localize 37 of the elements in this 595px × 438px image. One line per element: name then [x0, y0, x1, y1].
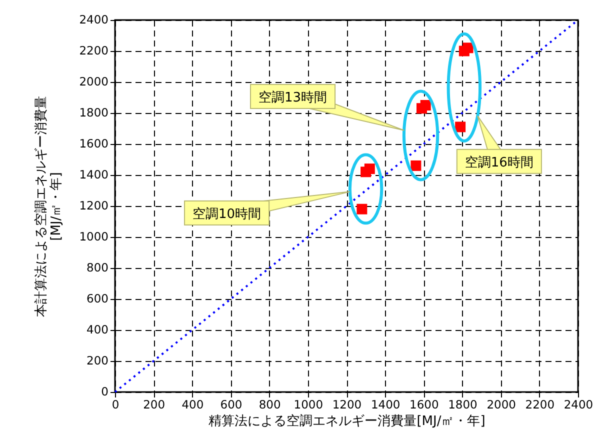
x-axis-title: 精算法による空調エネルギー消費量[MJ/㎡・年]	[208, 414, 486, 429]
annotation: 空調13時間	[258, 90, 328, 106]
annotation: 空調10時間	[192, 206, 262, 222]
point	[364, 164, 375, 174]
y-tick-label: 1000	[79, 230, 108, 244]
y-tick-label: 1200	[79, 198, 108, 212]
x-tick-label: 1400	[370, 398, 400, 412]
x-tick-label: 1200	[332, 398, 362, 412]
x-tick-label: 800	[258, 398, 281, 412]
y-tick-label: 1800	[79, 106, 108, 120]
y-axis-title: 本計算法による空調エネルギー消費量 [MJ/㎡・年]	[34, 96, 64, 317]
point	[455, 122, 466, 132]
x-tick-label: 1800	[448, 398, 478, 412]
y-tick-label: 2000	[79, 74, 108, 88]
y-tick-label: 1400	[79, 168, 108, 182]
y-tick-label: 400	[86, 322, 108, 336]
y-tick-label: 0	[101, 384, 108, 398]
x-tick-label: 0	[112, 398, 120, 412]
x-tick-label: 2200	[525, 398, 555, 412]
x-tick-label: 2000	[486, 398, 516, 412]
x-tick-label: 1600	[410, 398, 439, 412]
x-tick-label: 1000	[294, 398, 324, 412]
y-tick-label: 200	[86, 354, 108, 368]
y-tick-label: 2400	[79, 12, 108, 26]
annotation: 空調16時間	[464, 155, 534, 170]
y-tick-label: 800	[86, 260, 108, 274]
y-tick-label: 1600	[79, 136, 108, 150]
point	[356, 204, 368, 214]
point	[462, 42, 474, 54]
y-tick-label: 2200	[79, 44, 108, 58]
x-tick-label: 200	[143, 398, 166, 412]
y-tick-label: 600	[86, 292, 108, 306]
point	[410, 160, 422, 171]
x-tick-label: 400	[182, 398, 204, 412]
x-tick-label: 2400	[564, 398, 594, 412]
x-tick-label: 600	[220, 398, 242, 412]
point	[420, 100, 431, 110]
